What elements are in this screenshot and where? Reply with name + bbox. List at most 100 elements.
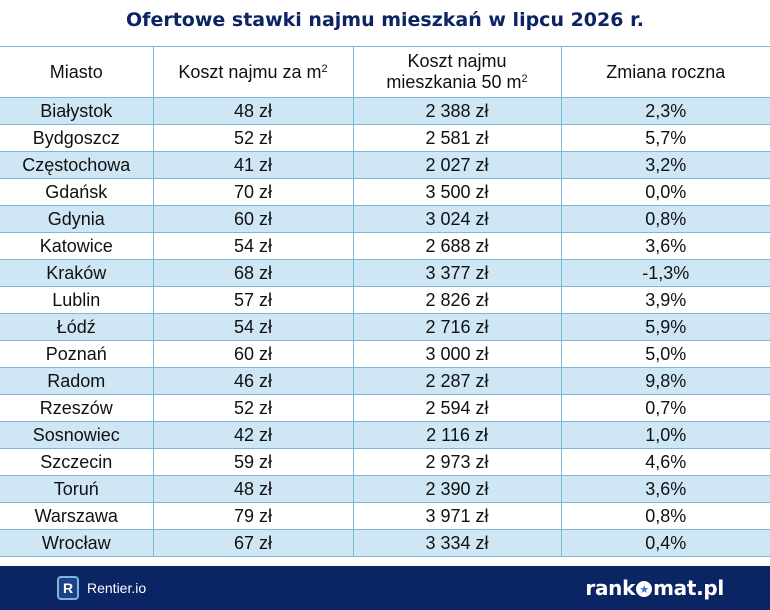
cell-cost-flat: 2 826 zł [352, 286, 562, 314]
cell-cost-flat: 3 024 zł [352, 205, 562, 233]
cell-city: Sosnowiec [0, 421, 154, 449]
cell-annual-change: 0,4% [560, 529, 770, 557]
star-icon: ★ [636, 581, 653, 597]
cell-cost-per-m2: 59 zł [152, 448, 354, 476]
table-title: Ofertowe stawki najmu mieszkań w lipcu 2… [126, 9, 644, 31]
cell-cost-flat: 3 377 zł [352, 259, 562, 287]
cell-cost-per-m2: 42 zł [152, 421, 354, 449]
header-city: Miasto [0, 46, 154, 98]
table-row: Wrocław 67 zł 3 334 zł 0,4% [0, 529, 770, 557]
cell-cost-per-m2: 52 zł [152, 124, 354, 152]
cell-cost-flat: 3 971 zł [352, 502, 562, 530]
cell-annual-change: 0,0% [560, 178, 770, 206]
cell-cost-flat: 2 688 zł [352, 232, 562, 260]
cell-city: Gdynia [0, 205, 154, 233]
table-row: Toruń 48 zł 2 390 zł 3,6% [0, 475, 770, 503]
cell-annual-change: 2,3% [560, 97, 770, 125]
cell-annual-change: 3,6% [560, 475, 770, 503]
footer-bar: R Rentier.io rank ★ mat.pl [0, 566, 770, 610]
cell-annual-change: -1,3% [560, 259, 770, 287]
table-row: Radom 46 zł 2 287 zł 9,8% [0, 367, 770, 395]
cell-city: Toruń [0, 475, 154, 503]
cell-cost-flat: 2 027 zł [352, 151, 562, 179]
cell-cost-flat: 2 390 zł [352, 475, 562, 503]
rentier-name: Rentier.io [87, 580, 147, 596]
cell-cost-per-m2: 70 zł [152, 178, 354, 206]
table-row: Rzeszów 52 zł 2 594 zł 0,7% [0, 394, 770, 422]
table-row: Katowice 54 zł 2 688 zł 3,6% [0, 232, 770, 260]
cell-cost-per-m2: 52 zł [152, 394, 354, 422]
cell-city: Częstochowa [0, 151, 154, 179]
cell-cost-per-m2: 67 zł [152, 529, 354, 557]
table-row: Gdańsk 70 zł 3 500 zł 0,0% [0, 178, 770, 206]
cell-city: Białystok [0, 97, 154, 125]
cell-city: Szczecin [0, 448, 154, 476]
cell-city: Rzeszów [0, 394, 154, 422]
cell-cost-per-m2: 60 zł [152, 340, 354, 368]
cell-cost-flat: 3 000 zł [352, 340, 562, 368]
cell-city: Warszawa [0, 502, 154, 530]
cell-cost-per-m2: 41 zł [152, 151, 354, 179]
cell-cost-flat: 2 287 zł [352, 367, 562, 395]
cell-cost-flat: 3 334 zł [352, 529, 562, 557]
table-row: Częstochowa 41 zł 2 027 zł 3,2% [0, 151, 770, 179]
cell-cost-flat: 2 388 zł [352, 97, 562, 125]
cell-city: Katowice [0, 232, 154, 260]
rentier-logo-icon: R [57, 576, 79, 600]
cell-annual-change: 9,8% [560, 367, 770, 395]
cell-city: Wrocław [0, 529, 154, 557]
table-row: Szczecin 59 zł 2 973 zł 4,6% [0, 448, 770, 476]
rentier-brand: R Rentier.io [57, 575, 146, 601]
cell-cost-per-m2: 60 zł [152, 205, 354, 233]
cell-cost-per-m2: 48 zł [152, 97, 354, 125]
brand-suffix: mat.pl [653, 576, 724, 600]
table-row: Sosnowiec 42 zł 2 116 zł 1,0% [0, 421, 770, 449]
cell-annual-change: 5,0% [560, 340, 770, 368]
cell-cost-flat: 2 594 zł [352, 394, 562, 422]
table-row: Gdynia 60 zł 3 024 zł 0,8% [0, 205, 770, 233]
cell-annual-change: 4,6% [560, 448, 770, 476]
cell-cost-flat: 2 973 zł [352, 448, 562, 476]
cell-cost-flat: 2 716 zł [352, 313, 562, 341]
cell-annual-change: 3,6% [560, 232, 770, 260]
table-row: Lublin 57 zł 2 826 zł 3,9% [0, 286, 770, 314]
table-header-row: Miasto Koszt najmu za m2 Koszt najmu mies… [0, 46, 770, 98]
cell-cost-per-m2: 68 zł [152, 259, 354, 287]
cell-annual-change: 3,9% [560, 286, 770, 314]
cell-annual-change: 3,2% [560, 151, 770, 179]
cell-city: Poznań [0, 340, 154, 368]
header-cost-per-m2: Koszt najmu za m2 [152, 46, 354, 98]
header-annual-change: Zmiana roczna [560, 46, 770, 98]
cell-annual-change: 5,7% [560, 124, 770, 152]
cell-annual-change: 0,7% [560, 394, 770, 422]
table-row: Białystok 48 zł 2 388 zł 2,3% [0, 97, 770, 125]
cell-city: Radom [0, 367, 154, 395]
cell-cost-per-m2: 57 zł [152, 286, 354, 314]
cell-cost-flat: 2 116 zł [352, 421, 562, 449]
cell-annual-change: 5,9% [560, 313, 770, 341]
table-row: Bydgoszcz 52 zł 2 581 zł 5,7% [0, 124, 770, 152]
cell-cost-per-m2: 48 zł [152, 475, 354, 503]
cell-cost-per-m2: 46 zł [152, 367, 354, 395]
brand-prefix: rank [585, 576, 636, 600]
cell-cost-per-m2: 79 zł [152, 502, 354, 530]
table-row: Łódź 54 zł 2 716 zł 5,9% [0, 313, 770, 341]
cell-annual-change: 1,0% [560, 421, 770, 449]
table-row: Poznań 60 zł 3 000 zł 5,0% [0, 340, 770, 368]
cell-annual-change: 0,8% [560, 205, 770, 233]
header-cost-flat: Koszt najmu mieszkania 50 m2 [352, 46, 562, 98]
cell-city: Gdańsk [0, 178, 154, 206]
rankomat-logo: rank ★ mat.pl [585, 574, 724, 602]
cell-cost-flat: 2 581 zł [352, 124, 562, 152]
cell-cost-per-m2: 54 zł [152, 313, 354, 341]
table-row: Warszawa 79 zł 3 971 zł 0,8% [0, 502, 770, 530]
cell-city: Lublin [0, 286, 154, 314]
cell-cost-per-m2: 54 zł [152, 232, 354, 260]
cell-city: Kraków [0, 259, 154, 287]
rent-rates-table: Miasto Koszt najmu za m2 Koszt najmu mies… [0, 46, 770, 557]
cell-annual-change: 0,8% [560, 502, 770, 530]
cell-cost-flat: 3 500 zł [352, 178, 562, 206]
table-row: Kraków 68 zł 3 377 zł -1,3% [0, 259, 770, 287]
cell-city: Łódź [0, 313, 154, 341]
cell-city: Bydgoszcz [0, 124, 154, 152]
